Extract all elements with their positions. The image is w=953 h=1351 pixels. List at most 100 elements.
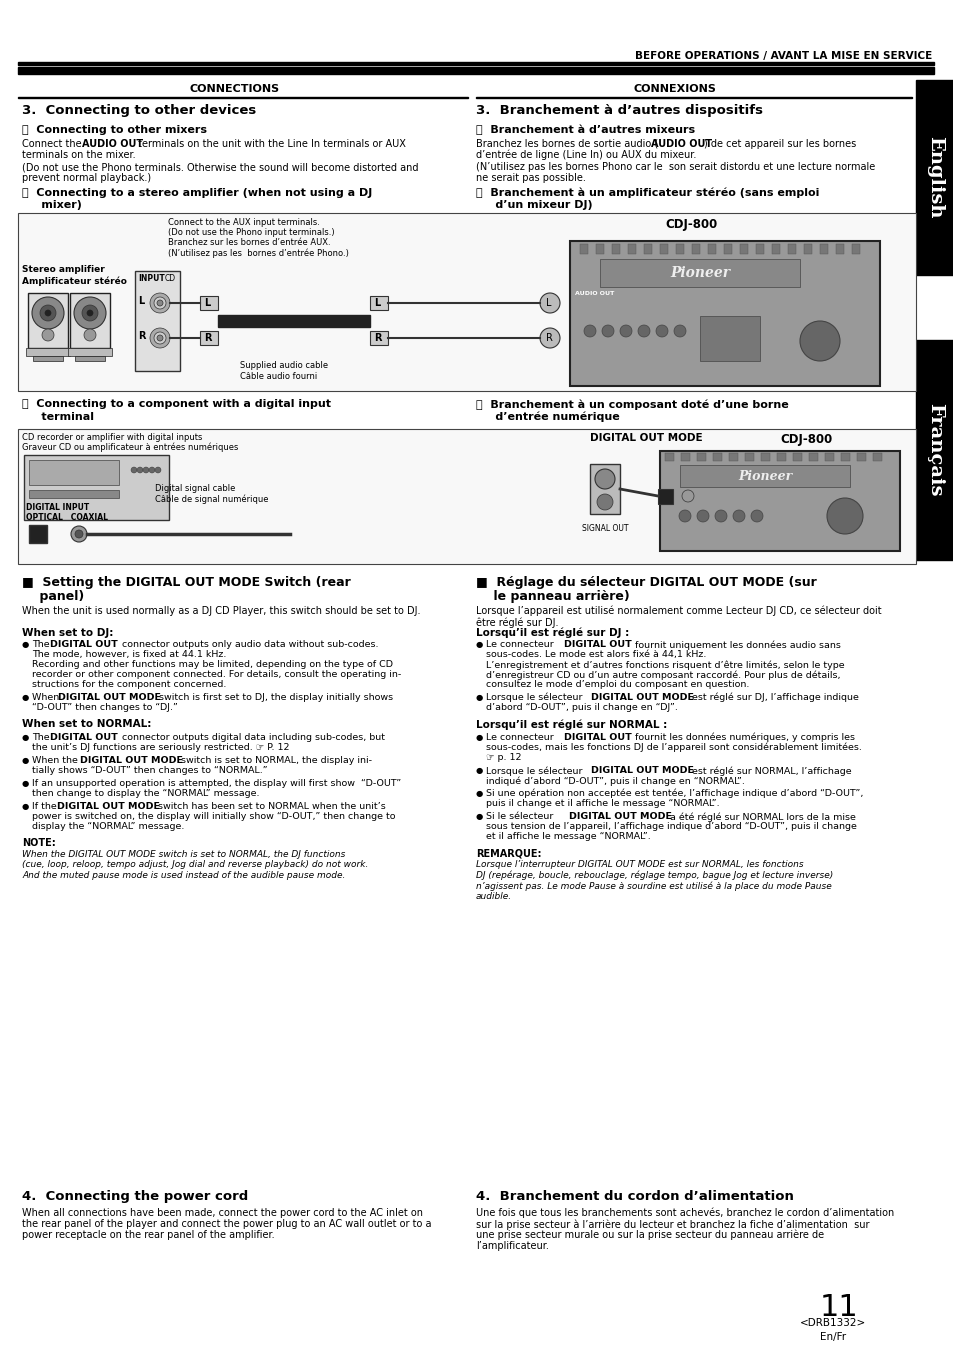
- Text: Si une opération non acceptée est tentée, l’affichage indique d’abord “D-OUT”,: Si une opération non acceptée est tentée…: [485, 789, 862, 798]
- Circle shape: [750, 509, 762, 521]
- Text: Ⓒ  Connecting to a component with a digital input: Ⓒ Connecting to a component with a digit…: [22, 399, 331, 409]
- Text: fournit les données numériques, y compris les: fournit les données numériques, y compri…: [631, 734, 854, 743]
- Text: connector outputs only audio data without sub-codes.: connector outputs only audio data withou…: [119, 640, 378, 648]
- Text: When set to DJ:: When set to DJ:: [22, 628, 113, 638]
- Text: The: The: [32, 640, 52, 648]
- Text: When all connections have been made, connect the power cord to the AC inlet on: When all connections have been made, con…: [22, 1208, 422, 1219]
- Text: Stereo amplifier: Stereo amplifier: [22, 265, 105, 274]
- Circle shape: [681, 490, 693, 503]
- Text: then change to display the “NORMAL” message.: then change to display the “NORMAL” mess…: [32, 789, 259, 798]
- Text: 4.  Connecting the power cord: 4. Connecting the power cord: [22, 1190, 248, 1202]
- Bar: [643, 245, 651, 254]
- Bar: [70, 293, 110, 349]
- Circle shape: [150, 293, 170, 313]
- Bar: [28, 293, 68, 349]
- Circle shape: [697, 509, 708, 521]
- Bar: [679, 465, 849, 486]
- Text: Branchez sur les bornes d’entrée AUX.: Branchez sur les bornes d’entrée AUX.: [168, 238, 331, 247]
- Bar: [856, 453, 865, 461]
- Bar: [680, 453, 689, 461]
- Text: Le connecteur: Le connecteur: [485, 640, 557, 648]
- Circle shape: [638, 326, 649, 336]
- Text: Si le sélecteur: Si le sélecteur: [485, 812, 556, 821]
- Bar: [33, 357, 63, 361]
- Text: Lorsqu’il est réglé sur DJ :: Lorsqu’il est réglé sur DJ :: [476, 628, 629, 639]
- Bar: [872, 453, 882, 461]
- Bar: [712, 453, 721, 461]
- Circle shape: [679, 509, 690, 521]
- Circle shape: [583, 326, 596, 336]
- Text: ☞ p. 12: ☞ p. 12: [485, 753, 521, 762]
- Bar: [75, 357, 105, 361]
- Text: When the ​DIGITAL OUT MODE​ switch is set to NORMAL, the DJ functions
(cue, loop: When the ​DIGITAL OUT MODE​ switch is se…: [22, 850, 368, 880]
- Bar: [579, 245, 587, 254]
- Bar: [18, 430, 915, 563]
- Bar: [835, 245, 843, 254]
- Bar: [24, 455, 169, 520]
- Text: the unit’s DJ functions are seriously restricted. ☞ P. 12: the unit’s DJ functions are seriously re…: [32, 743, 289, 753]
- Bar: [18, 68, 933, 74]
- Bar: [68, 349, 112, 357]
- Text: Français: Français: [925, 403, 943, 497]
- Text: fournit uniquement les données audio sans: fournit uniquement les données audio san…: [631, 640, 840, 650]
- Text: DIGITAL OUT: DIGITAL OUT: [563, 734, 631, 742]
- Circle shape: [74, 297, 106, 330]
- Text: When the unit is used normally as a DJ CD Player, this switch should be set to D: When the unit is used normally as a DJ C…: [22, 607, 420, 616]
- Text: ●: ●: [476, 693, 483, 703]
- Text: CONNEXIONS: CONNEXIONS: [633, 84, 716, 95]
- Circle shape: [42, 330, 54, 340]
- Text: Recording and other functions may be limited, depending on the type of CD: Recording and other functions may be lim…: [32, 661, 393, 669]
- Text: ●: ●: [22, 802, 30, 811]
- Text: Le connecteur: Le connecteur: [485, 734, 557, 742]
- Text: (Do not use the Phono input terminals.): (Do not use the Phono input terminals.): [168, 228, 335, 236]
- Text: AUDIO OUT: AUDIO OUT: [82, 139, 143, 149]
- Bar: [691, 245, 700, 254]
- Circle shape: [597, 494, 613, 509]
- Bar: [915, 80, 953, 276]
- Text: switch has been set to NORMAL when the unit’s: switch has been set to NORMAL when the u…: [154, 802, 385, 811]
- Text: R: R: [374, 332, 381, 343]
- Text: “D-OUT” then changes to “DJ.”: “D-OUT” then changes to “DJ.”: [32, 703, 177, 712]
- Text: DIGITAL OUT MODE: DIGITAL OUT MODE: [590, 693, 693, 703]
- Text: R: R: [204, 332, 212, 343]
- Circle shape: [714, 509, 726, 521]
- Text: Connect to the AUX input terminals.: Connect to the AUX input terminals.: [168, 218, 319, 227]
- Text: ne serait pas possible.: ne serait pas possible.: [476, 173, 585, 182]
- Bar: [664, 453, 673, 461]
- Text: terminals on the mixer.: terminals on the mixer.: [22, 150, 135, 159]
- Text: L: L: [374, 299, 380, 308]
- Text: SIGNAL OUT: SIGNAL OUT: [581, 524, 628, 534]
- Circle shape: [137, 467, 143, 473]
- Text: Connect the: Connect the: [22, 139, 85, 149]
- Text: panel): panel): [22, 590, 84, 603]
- Text: sous-codes. Le mode est alors fixé à 44,1 kHz.: sous-codes. Le mode est alors fixé à 44,…: [485, 650, 705, 659]
- Text: (Do not use the Phono terminals. Otherwise the sound will become distorted and: (Do not use the Phono terminals. Otherwi…: [22, 162, 418, 172]
- Text: ●: ●: [22, 640, 30, 648]
- Text: Lorsque le sélecteur: Lorsque le sélecteur: [485, 693, 585, 703]
- Bar: [792, 453, 801, 461]
- Circle shape: [601, 326, 614, 336]
- Bar: [820, 245, 827, 254]
- Text: Lorsqu’il est réglé sur NORMAL :: Lorsqu’il est réglé sur NORMAL :: [476, 719, 666, 730]
- Text: the rear panel of the player and connect the power plug to an AC wall outlet or : the rear panel of the player and connect…: [22, 1219, 431, 1229]
- Text: DIGITAL OUT MODE: DIGITAL OUT MODE: [568, 812, 671, 821]
- Circle shape: [539, 293, 559, 313]
- Text: DIGITAL OUT: DIGITAL OUT: [50, 640, 117, 648]
- Text: Branchez les bornes de sortie audio (: Branchez les bornes de sortie audio (: [476, 139, 658, 149]
- Bar: [700, 316, 760, 361]
- Text: R: R: [138, 331, 146, 340]
- Text: OPTICAL   COAXIAL: OPTICAL COAXIAL: [26, 513, 108, 521]
- Circle shape: [826, 499, 862, 534]
- Text: REMARQUE:: REMARQUE:: [476, 848, 541, 858]
- Circle shape: [87, 309, 92, 316]
- Text: connector outputs digital data including sub-codes, but: connector outputs digital data including…: [119, 734, 385, 742]
- Circle shape: [82, 305, 98, 322]
- Text: BEFORE OPERATIONS / AVANT LA MISE EN SERVICE: BEFORE OPERATIONS / AVANT LA MISE EN SER…: [634, 51, 931, 61]
- Bar: [370, 296, 388, 309]
- Circle shape: [539, 328, 559, 349]
- Circle shape: [131, 467, 137, 473]
- Bar: [851, 245, 859, 254]
- Text: switch is first set to DJ, the display initially shows: switch is first set to DJ, the display i…: [156, 693, 393, 703]
- Text: structions for the component concerned.: structions for the component concerned.: [32, 680, 226, 689]
- Text: DIGITAL OUT MODE: DIGITAL OUT MODE: [80, 757, 183, 765]
